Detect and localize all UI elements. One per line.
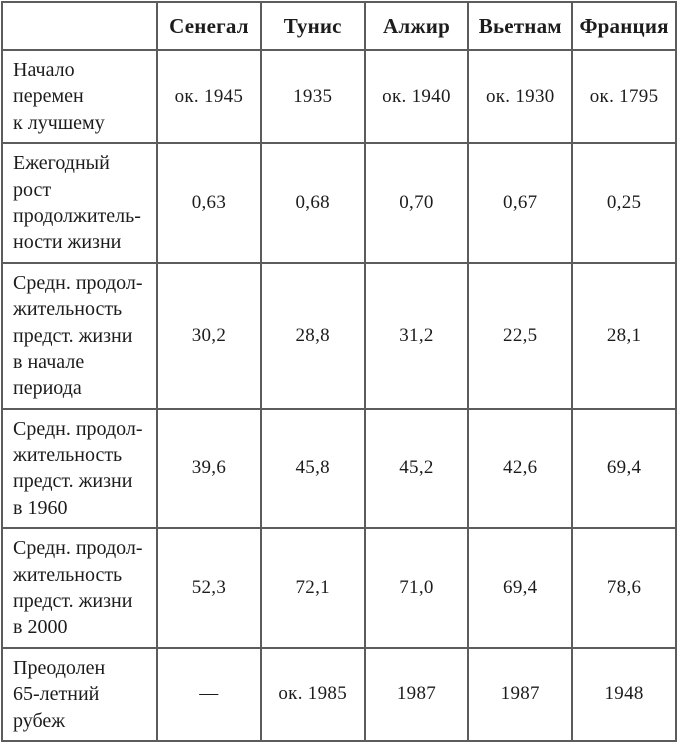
column-header-vietnam: Вьетнам (467, 1, 574, 51)
cell: 45,8 (259, 407, 366, 530)
row-label: Начало перемен к лучшему (0, 48, 159, 145)
row-label: Ежегодный рост продолжитель- ности жизни (0, 142, 159, 264)
row-label: Преодолен 65-летний рубеж (0, 646, 159, 742)
cell: 31,2 (363, 261, 470, 410)
cell: ок. 1795 (571, 48, 677, 145)
cell: 0,67 (467, 142, 574, 264)
cell: 1987 (363, 646, 470, 742)
cell: 39,6 (156, 407, 262, 530)
cell: ок. 1930 (467, 48, 574, 145)
cell: 22,5 (467, 261, 574, 410)
cell: 52,3 (156, 527, 262, 649)
cell: 78,6 (571, 527, 677, 649)
corner-cell (0, 1, 159, 51)
cell: — (156, 646, 262, 742)
cell: 72,1 (259, 527, 366, 649)
column-header-algeria: Алжир (363, 1, 470, 51)
cell: 0,63 (156, 142, 262, 264)
table-row-65-threshold: Преодолен 65-летний рубеж — ок. 1985 198… (0, 646, 677, 742)
header-row: Сенегал Тунис Алжир Вьетнам Франция (0, 1, 677, 51)
cell: ок. 1985 (259, 646, 366, 742)
column-header-tunisia: Тунис (259, 1, 366, 51)
cell: 0,70 (363, 142, 470, 264)
row-label: Средн. продол- жительность предст. жизни… (0, 407, 159, 530)
cell: 69,4 (467, 527, 574, 649)
table-row-life-exp-period-start: Средн. продол- жительность предст. жизни… (0, 261, 677, 410)
cell: 69,4 (571, 407, 677, 530)
column-header-france: Франция (571, 1, 677, 51)
cell: 28,8 (259, 261, 366, 410)
cell: 42,6 (467, 407, 574, 530)
cell: 0,68 (259, 142, 366, 264)
cell: 1948 (571, 646, 677, 742)
cell: ок. 1945 (156, 48, 262, 145)
row-label: Средн. продол- жительность предст. жизни… (0, 261, 159, 410)
cell: 0,25 (571, 142, 677, 264)
cell: 30,2 (156, 261, 262, 410)
cell: 1987 (467, 646, 574, 742)
cell: 28,1 (571, 261, 677, 410)
cell: 1935 (259, 48, 366, 145)
table-row-life-exp-1960: Средн. продол- жительность предст. жизни… (0, 407, 677, 530)
table-row-annual-growth: Ежегодный рост продолжитель- ности жизни… (0, 142, 677, 264)
table-row-improvement-start: Начало перемен к лучшему ок. 1945 1935 о… (0, 48, 677, 145)
cell: 45,2 (363, 407, 470, 530)
table-row-life-exp-2000: Средн. продол- жительность предст. жизни… (0, 527, 677, 649)
row-label: Средн. продол- жительность предст. жизни… (0, 527, 159, 649)
column-header-senegal: Сенегал (156, 1, 262, 51)
cell: ок. 1940 (363, 48, 470, 145)
cell: 71,0 (363, 527, 470, 649)
